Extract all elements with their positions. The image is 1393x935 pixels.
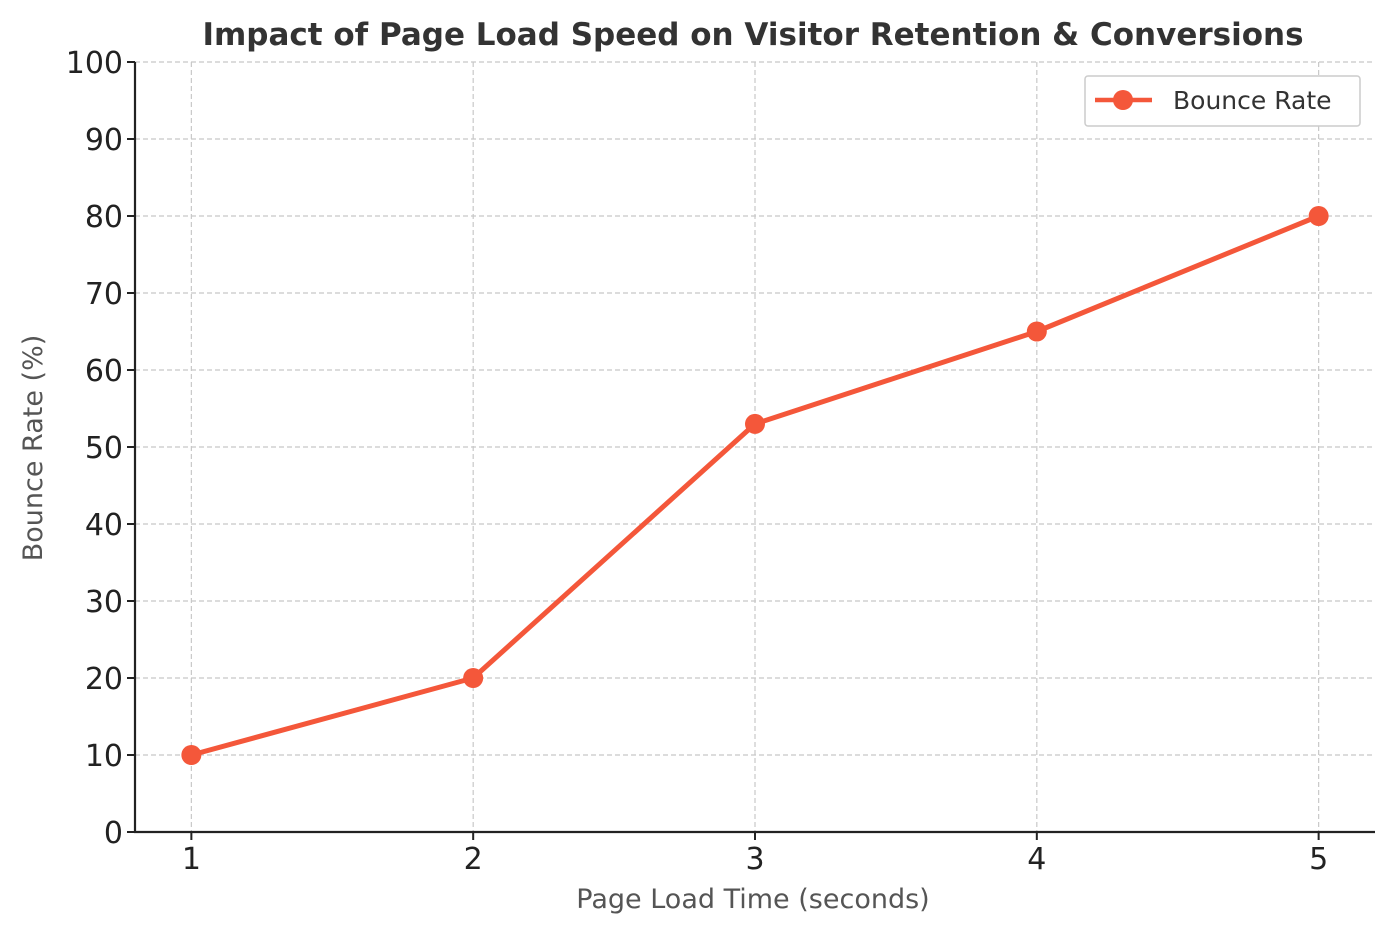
y-tick-label: 50: [85, 431, 123, 466]
data-point: [181, 745, 202, 765]
x-axis-ticks: 1 2 3 4 5: [182, 832, 1328, 877]
y-tick-label: 80: [85, 200, 123, 235]
series-group: [181, 206, 1329, 765]
grid: [135, 61, 1375, 833]
data-point: [463, 668, 484, 688]
data-point: [745, 413, 765, 434]
data-point: [1026, 321, 1047, 342]
y-tick-label: 70: [85, 277, 123, 312]
y-tick-label: 20: [85, 662, 123, 697]
y-axis-ticks: 0 10 20 30 40 50 60 70 80 90 100: [66, 46, 135, 851]
legend-marker: [1113, 90, 1133, 110]
x-tick-label: 5: [1309, 842, 1328, 877]
data-point: [1308, 206, 1329, 226]
chart-title: Impact of Page Load Speed on Visitor Ret…: [202, 17, 1303, 53]
x-tick-label: 2: [464, 842, 483, 877]
x-tick-label: 3: [745, 842, 764, 877]
x-tick-label: 4: [1027, 842, 1046, 877]
y-tick-label: 90: [85, 123, 123, 158]
legend-box: [1084, 75, 1361, 127]
legend-entry-label: Bounce Rate: [1173, 86, 1332, 115]
y-tick-label: 60: [85, 354, 123, 389]
y-axis-label: Bounce Rate (%): [18, 335, 49, 562]
y-tick-label: 10: [85, 739, 123, 774]
y-tick-label: 40: [85, 508, 123, 543]
x-tick-label: 1: [182, 842, 201, 877]
y-tick-label: 30: [85, 585, 123, 620]
y-tick-label: 0: [104, 816, 123, 851]
y-tick-label: 100: [66, 46, 123, 81]
x-axis-label: Page Load Time (seconds): [576, 884, 929, 915]
legend: Bounce Rate: [1084, 75, 1361, 127]
